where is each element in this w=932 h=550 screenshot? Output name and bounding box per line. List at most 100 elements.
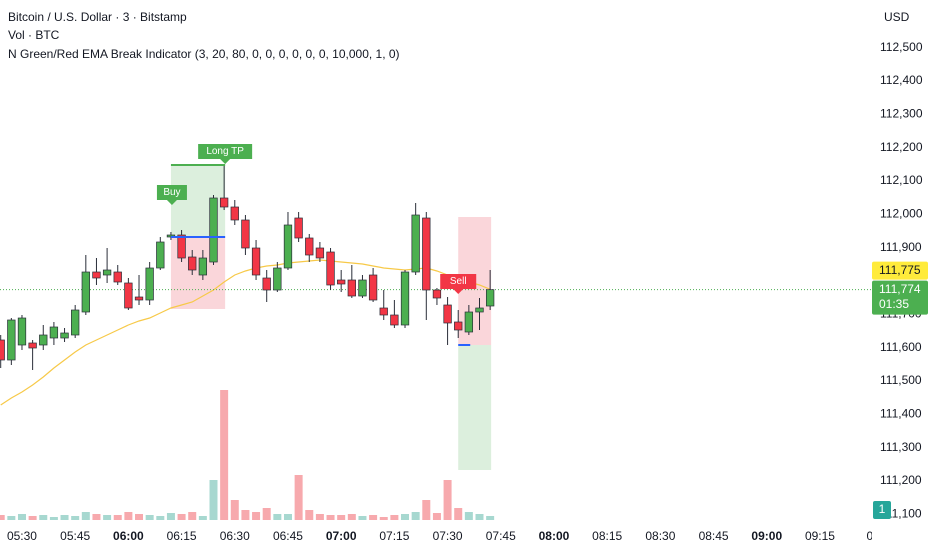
- candle-body: [145, 267, 154, 301]
- candle-body: [124, 282, 133, 309]
- y-tick-label: 112,100: [880, 173, 923, 187]
- signal-label: Long TP: [206, 146, 244, 157]
- volume-bar: [49, 517, 58, 520]
- volume-bar: [198, 516, 207, 520]
- candle-body: [294, 217, 303, 239]
- candle-body: [134, 296, 144, 301]
- volume-bar: [241, 510, 250, 520]
- x-tick-label: 07:00: [326, 529, 357, 543]
- candle-body: [454, 321, 463, 331]
- candle-body: [411, 214, 420, 273]
- volume-legend: Vol · BTC: [8, 28, 60, 42]
- candle-body: [49, 326, 59, 339]
- badge-label: 1: [879, 502, 886, 516]
- volume-bar: [17, 514, 26, 520]
- volume-bar: [411, 512, 420, 520]
- x-tick-label: 08:00: [539, 529, 570, 543]
- overlay: Long TP Buy Sell: [156, 144, 477, 346]
- volume-bar: [262, 508, 271, 520]
- volume-bar: [294, 475, 303, 520]
- x-tick-label: 09: [867, 529, 881, 543]
- volume-bar: [252, 512, 261, 520]
- x-tick-label: 07:45: [486, 529, 516, 543]
- volume-bar: [156, 516, 165, 520]
- candle-body: [347, 279, 356, 297]
- signal-label: Sell: [450, 276, 467, 287]
- volume-bar: [81, 512, 90, 520]
- candle-body: [177, 234, 186, 259]
- countdown-label: 01:35: [879, 297, 909, 311]
- x-tick-label: 06:15: [167, 529, 197, 543]
- ema-price-label: 111,775: [879, 263, 921, 277]
- volume-bar: [220, 390, 229, 520]
- volume-bar: [475, 514, 484, 520]
- candle-body: [28, 342, 37, 349]
- x-tick-label: 09:00: [751, 529, 782, 543]
- x-tick-label: 05:45: [60, 529, 90, 543]
- ema-price-tag: [872, 261, 928, 280]
- chart-title: Bitcoin / U.S. Dollar · 3 · Bitstamp: [8, 10, 187, 24]
- x-tick-label: 08:15: [592, 529, 622, 543]
- volume-bar: [177, 514, 186, 520]
- candle-body: [60, 332, 69, 339]
- volume-bar: [315, 514, 324, 520]
- volume-bar: [422, 500, 431, 520]
- y-tick-label: 112,200: [880, 140, 923, 154]
- candle-body: [198, 257, 208, 276]
- volume-bar: [7, 516, 16, 520]
- candle-body: [368, 274, 378, 301]
- volume-bar: [326, 515, 335, 520]
- candle-body: [422, 217, 431, 291]
- volume-bar: [283, 514, 292, 520]
- candle-body: [432, 289, 442, 299]
- candle-body: [230, 206, 239, 221]
- x-tick-label: 05:30: [7, 529, 37, 543]
- volume-bar: [124, 512, 133, 520]
- candle-body: [464, 311, 474, 333]
- profit-zone: [458, 345, 492, 470]
- candle-body: [400, 271, 410, 326]
- volume-bar: [432, 513, 441, 520]
- y-tick-label: 111,500: [880, 373, 922, 387]
- candle-body: [102, 269, 112, 276]
- badge-box: [873, 501, 891, 519]
- volume-bar: [379, 517, 388, 520]
- candle-body: [7, 319, 16, 361]
- candle-body: [337, 279, 346, 285]
- candle-body: [305, 237, 314, 256]
- y-tick-label: 111,900: [880, 240, 922, 254]
- volume-bar: [369, 515, 378, 520]
- y-tick-label: 111,400: [880, 407, 922, 421]
- candle-body: [358, 279, 367, 297]
- volume-bar: [390, 515, 399, 520]
- x-tick-label: 07:30: [433, 529, 463, 543]
- volume-bar: [209, 480, 218, 520]
- candle-body: [262, 277, 271, 291]
- candle-body: [283, 224, 293, 269]
- x-axis: 05:30 05:45 06:00 06:15 06:30 06:45 07:00 07:15…: [7, 529, 881, 543]
- x-tick-label: 06:45: [273, 529, 303, 543]
- label-box: [156, 185, 187, 205]
- volume-bar: [60, 515, 69, 520]
- candle-body: [209, 197, 218, 263]
- volume-bar: [71, 516, 80, 520]
- x-tick-label: 08:30: [645, 529, 675, 543]
- y-tick-label: 112,500: [880, 40, 923, 54]
- candle-body: [81, 271, 90, 313]
- candle-body: [485, 289, 495, 307]
- candle-body: [0, 339, 5, 361]
- x-tick-label: 07:15: [379, 529, 409, 543]
- volume-bar: [166, 513, 175, 520]
- y-tick-label: 111,300: [880, 440, 922, 454]
- volume-bar: [464, 512, 473, 520]
- x-tick-label: 08:45: [699, 529, 729, 543]
- plot-area: [0, 165, 872, 520]
- candle-body: [156, 241, 165, 269]
- volume-bar: [135, 514, 144, 520]
- volume-bar: [145, 515, 154, 520]
- volume-bar: [401, 514, 410, 520]
- candle-body: [379, 307, 388, 316]
- volume-bar: [486, 516, 495, 520]
- candle-body: [475, 307, 484, 313]
